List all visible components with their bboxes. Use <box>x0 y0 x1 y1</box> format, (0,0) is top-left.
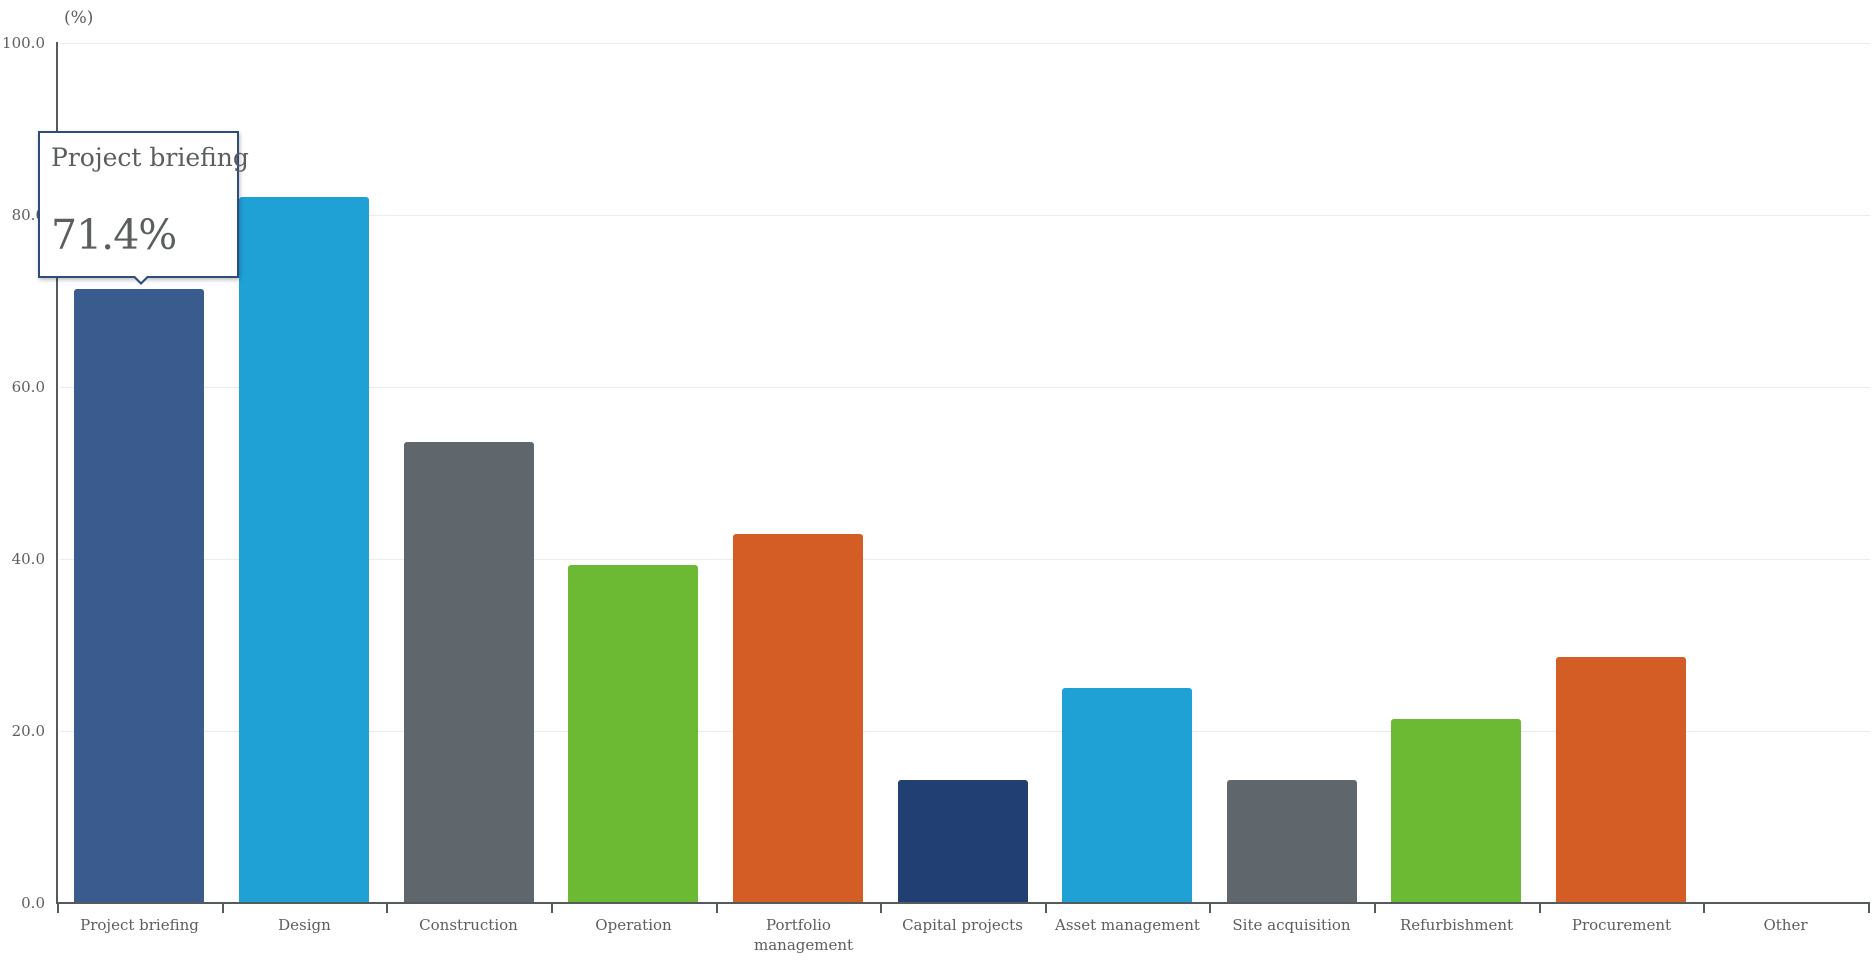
x-category-label: Procurement <box>1571 916 1672 934</box>
x-tick <box>1539 902 1541 913</box>
bar-construction[interactable] <box>404 442 534 903</box>
tooltip-value: 71.4% <box>51 211 177 259</box>
gridline <box>60 559 1870 560</box>
y-axis-unit-label: (%) <box>64 8 94 28</box>
y-tick-label: 60.0 <box>11 378 45 396</box>
x-axis-line <box>56 902 1870 904</box>
y-tick-label: 0.0 <box>21 894 45 912</box>
x-category-label: Construction <box>419 916 518 934</box>
y-tick-label: 100.0 <box>2 34 45 52</box>
bar-asset-management[interactable] <box>1062 688 1192 903</box>
x-tick <box>1374 902 1376 913</box>
bar-portfolio-management[interactable] <box>733 534 863 903</box>
x-category-label: Refurbishment <box>1399 916 1514 934</box>
tooltip-title: Project briefing <box>51 143 249 172</box>
x-tick <box>386 902 388 913</box>
bar-refurbishment[interactable] <box>1391 719 1521 903</box>
x-tick <box>1703 902 1705 913</box>
y-axis-line <box>56 42 58 904</box>
tooltip-pointer-inner <box>134 275 148 282</box>
x-tick <box>1868 902 1870 913</box>
x-category-label: Other <box>1763 916 1808 934</box>
x-category-label: Site acquisition <box>1232 916 1351 934</box>
bar-site-acquisition[interactable] <box>1227 780 1357 903</box>
x-tick <box>1209 902 1211 913</box>
gridline <box>60 387 1870 388</box>
y-tick-label: 80.0 <box>11 206 45 224</box>
bar-project-briefing[interactable] <box>74 289 204 903</box>
x-category-label: Portfolio management <box>754 916 854 954</box>
bar-design[interactable] <box>239 197 369 903</box>
x-category-label: Design <box>278 916 331 934</box>
y-tick-label: 40.0 <box>11 550 45 568</box>
bar-procurement[interactable] <box>1556 657 1686 903</box>
gridline <box>60 43 1870 44</box>
y-tick-label: 20.0 <box>11 722 45 740</box>
x-category-label: Asset management <box>1055 916 1200 934</box>
gridline <box>60 215 1870 216</box>
x-tick <box>1045 902 1047 913</box>
x-category-label: Operation <box>595 916 672 934</box>
x-category-label: Project briefing <box>80 916 199 934</box>
x-tick <box>880 902 882 913</box>
x-tick <box>222 902 224 913</box>
x-category-label: Capital projects <box>902 916 1023 934</box>
x-tick <box>716 902 718 913</box>
tooltip: Project briefing 71.4% <box>38 131 249 278</box>
x-tick <box>57 902 59 913</box>
gridline <box>60 731 1870 732</box>
bar-capital-projects[interactable] <box>898 780 1028 903</box>
bar-operation[interactable] <box>568 565 698 903</box>
x-tick <box>551 902 553 913</box>
